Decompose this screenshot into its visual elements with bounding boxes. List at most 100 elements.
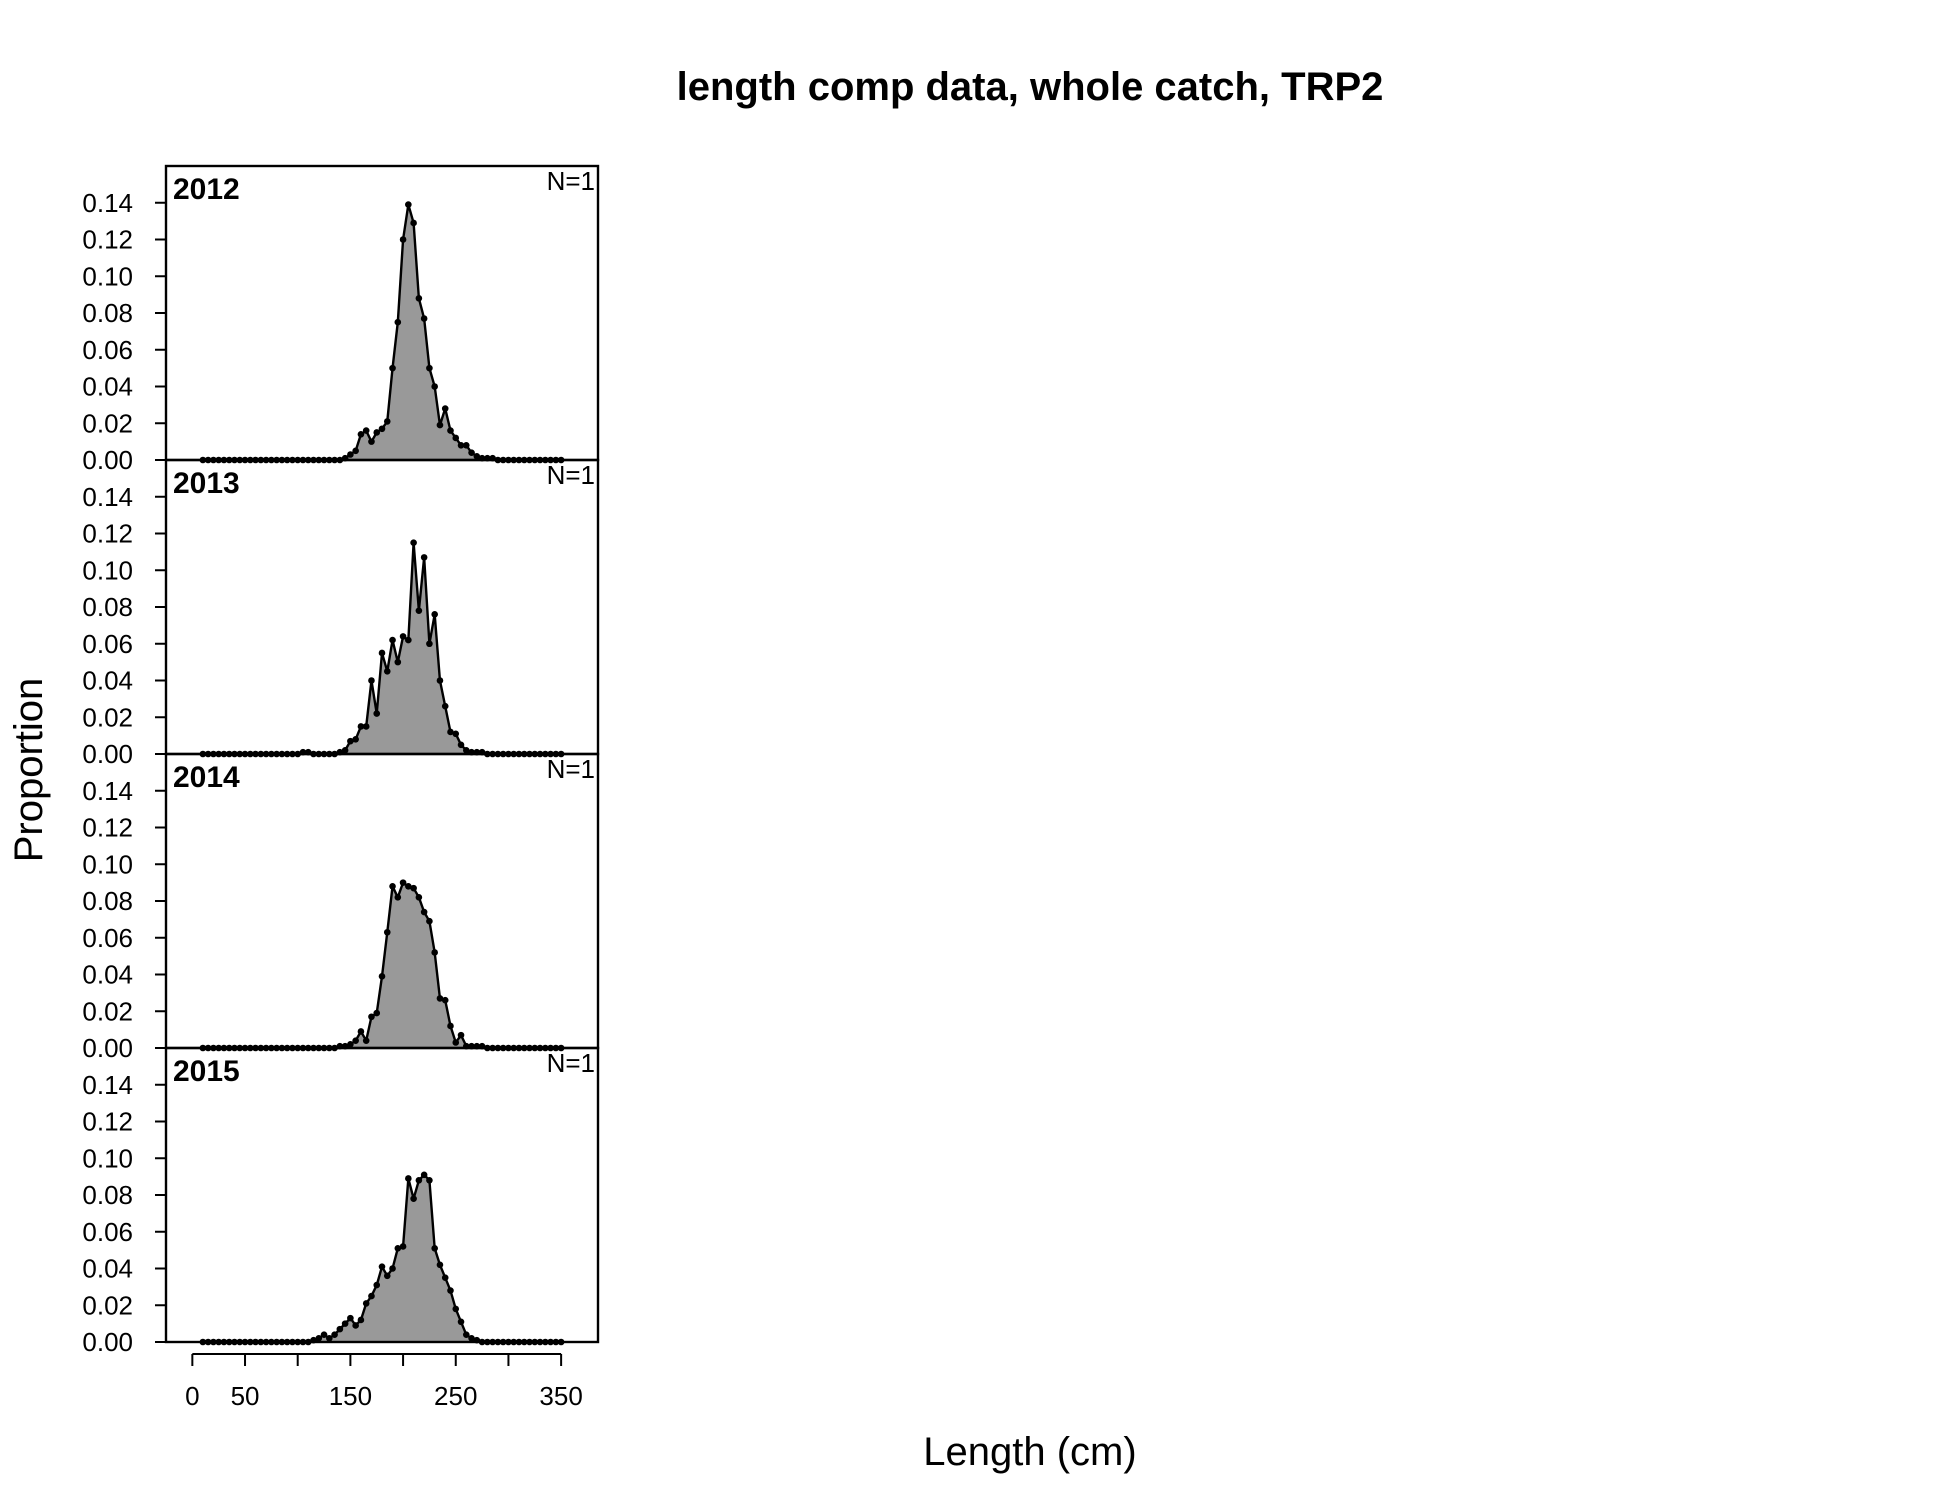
data-point — [320, 1331, 328, 1338]
data-point — [362, 1037, 370, 1044]
data-point — [457, 1031, 465, 1039]
data-point — [399, 1243, 407, 1250]
y-axis-label: Proportion — [7, 678, 51, 863]
y-tick-label: 0.06 — [82, 923, 133, 953]
data-point — [373, 429, 381, 436]
data-point — [405, 636, 412, 644]
data-point — [373, 1281, 381, 1289]
data-point — [410, 884, 417, 892]
data-point — [452, 434, 460, 442]
data-point — [341, 747, 349, 754]
data-point — [357, 430, 365, 438]
data-point — [431, 611, 438, 618]
area-fill — [202, 204, 562, 460]
data-point — [357, 723, 365, 730]
data-point — [383, 1272, 391, 1280]
y-tick-label: 0.12 — [82, 813, 133, 843]
data-point — [405, 883, 412, 890]
data-point — [436, 1261, 444, 1269]
data-point — [415, 1177, 423, 1184]
y-tick-label: 0.12 — [82, 519, 133, 549]
data-point — [347, 1041, 354, 1048]
data-point — [341, 1320, 349, 1327]
data-point — [315, 1335, 323, 1342]
data-point — [347, 737, 354, 745]
year-label: 2013 — [173, 467, 240, 500]
y-tick-label: 0.14 — [82, 188, 133, 218]
area-fill — [202, 882, 562, 1048]
data-point — [431, 949, 438, 956]
data-point — [462, 1331, 470, 1338]
panel-frame — [164, 1046, 600, 1344]
data-point — [373, 710, 381, 717]
series-line — [202, 203, 562, 462]
data-point — [352, 447, 359, 455]
y-tick-label: 0.04 — [82, 1254, 133, 1284]
data-point — [378, 973, 386, 980]
data-point — [394, 318, 402, 326]
year-label: 2012 — [173, 173, 240, 206]
y-tick-label: 0.10 — [82, 261, 133, 291]
data-point — [452, 1305, 460, 1313]
data-point — [405, 201, 412, 208]
sample-size-label: N=1 — [547, 754, 595, 784]
data-point — [457, 442, 465, 449]
data-point — [389, 636, 396, 644]
data-point — [420, 315, 428, 322]
y-tick-label: 0.10 — [82, 1143, 133, 1173]
y-tick-label: 0.00 — [82, 1033, 133, 1063]
data-point — [357, 1316, 365, 1324]
data-point — [352, 736, 359, 743]
data-point — [431, 1244, 438, 1252]
data-point — [405, 1175, 412, 1182]
panel-2013: 0.00 0.02 0.04 0.06 0.08 0.10 0.12 0.14 2013 N=1 — [82, 458, 600, 769]
data-point — [383, 928, 391, 936]
y-tick-label: 0.04 — [82, 666, 133, 696]
y-tick-label: 0.00 — [82, 739, 133, 769]
data-point — [331, 1331, 338, 1338]
data-point — [410, 219, 417, 227]
panel-2012: 0.00 0.02 0.04 0.06 0.08 0.10 0.12 0.14 2012 N=1 — [82, 164, 600, 475]
x-axis-label: Length (cm) — [923, 1430, 1136, 1474]
y-tick-label: 0.14 — [82, 482, 133, 512]
data-point — [399, 633, 407, 640]
data-point — [420, 1171, 428, 1179]
y-tick-label: 0.02 — [82, 1290, 133, 1320]
data-point — [357, 1028, 365, 1035]
data-point — [352, 1322, 359, 1329]
data-point — [452, 1039, 460, 1046]
data-point — [462, 442, 470, 449]
panels-group: 0.00 0.02 0.04 0.06 0.08 0.10 0.12 0.14 2012 N=1 0… — [82, 164, 600, 1357]
y-tick-label: 0.06 — [82, 335, 133, 365]
data-point — [415, 295, 423, 302]
data-point — [436, 677, 444, 684]
data-point — [447, 427, 454, 434]
data-point — [399, 879, 407, 886]
y-tick-label: 0.06 — [82, 629, 133, 659]
data-point — [362, 1300, 370, 1307]
panel-2014: 0.00 0.02 0.04 0.06 0.08 0.10 0.12 0.14 2014 N=1 — [82, 752, 600, 1063]
sample-size-label: N=1 — [547, 1048, 595, 1078]
data-point — [394, 1244, 402, 1252]
data-point — [326, 1335, 333, 1342]
y-tick-label: 0.00 — [82, 1327, 133, 1357]
data-point — [426, 640, 433, 648]
data-point — [420, 554, 428, 561]
panel-2015: 0.00 0.02 0.04 0.06 0.08 0.10 0.12 0.14 2015 N=1 — [82, 1046, 600, 1357]
year-label: 2014 — [173, 761, 240, 794]
data-point — [378, 425, 386, 433]
data-point — [352, 1037, 359, 1044]
data-point — [431, 383, 438, 390]
x-tick-label: 50 — [231, 1381, 260, 1411]
x-axis: 0 50 150 250 350 — [185, 1353, 583, 1411]
y-tick-label: 0.08 — [82, 1180, 133, 1210]
y-tick-label: 0.12 — [82, 225, 133, 255]
data-point — [373, 1009, 381, 1017]
data-point — [389, 364, 396, 372]
y-tick-label: 0.02 — [82, 702, 133, 732]
data-point — [399, 236, 407, 243]
chart-title: length comp data, whole catch, TRP2 — [677, 65, 1384, 109]
data-point — [457, 741, 465, 749]
y-tick-label: 0.06 — [82, 1217, 133, 1247]
